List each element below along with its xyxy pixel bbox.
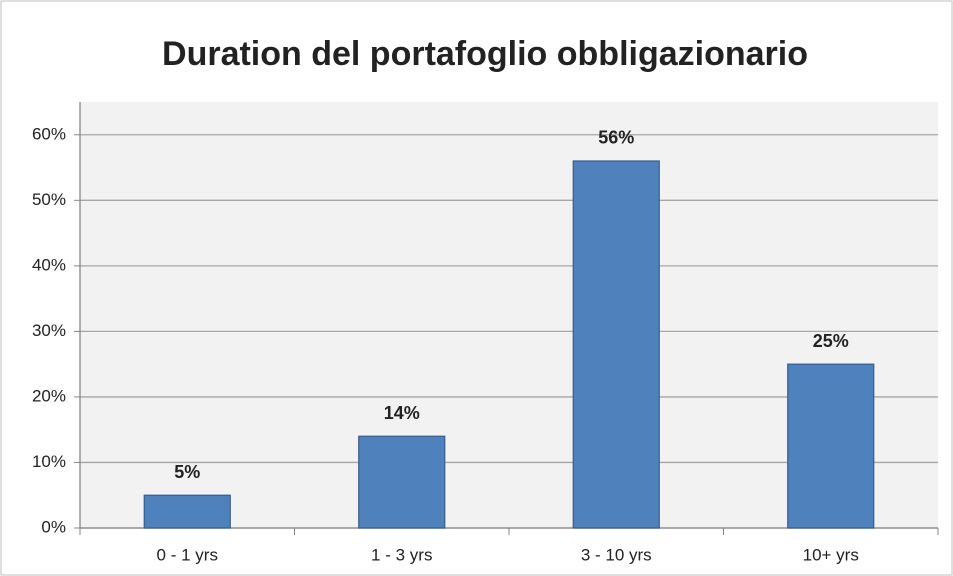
value-label: 5% — [174, 462, 200, 482]
y-tick-label: 30% — [32, 321, 66, 340]
y-tick-label: 50% — [32, 190, 66, 209]
x-tick-label: 3 - 10 yrs — [581, 545, 652, 564]
y-tick-label: 0% — [41, 517, 66, 536]
y-tick-label: 60% — [32, 124, 66, 143]
value-label: 14% — [384, 403, 420, 423]
chart-title: Duration del portafoglio obbligazionario — [162, 35, 808, 73]
x-tick-label: 0 - 1 yrs — [157, 545, 218, 564]
bar — [358, 435, 446, 529]
value-label: 56% — [598, 128, 634, 148]
y-tick-label: 40% — [32, 255, 66, 274]
y-tick-label: 20% — [32, 386, 66, 405]
value-label: 25% — [813, 331, 849, 351]
x-tick-label: 10+ yrs — [803, 545, 859, 564]
x-tick-label: 1 - 3 yrs — [371, 545, 432, 564]
y-tick-label: 10% — [32, 452, 66, 471]
bar — [143, 494, 231, 529]
bar — [572, 160, 660, 529]
bar — [787, 363, 875, 529]
